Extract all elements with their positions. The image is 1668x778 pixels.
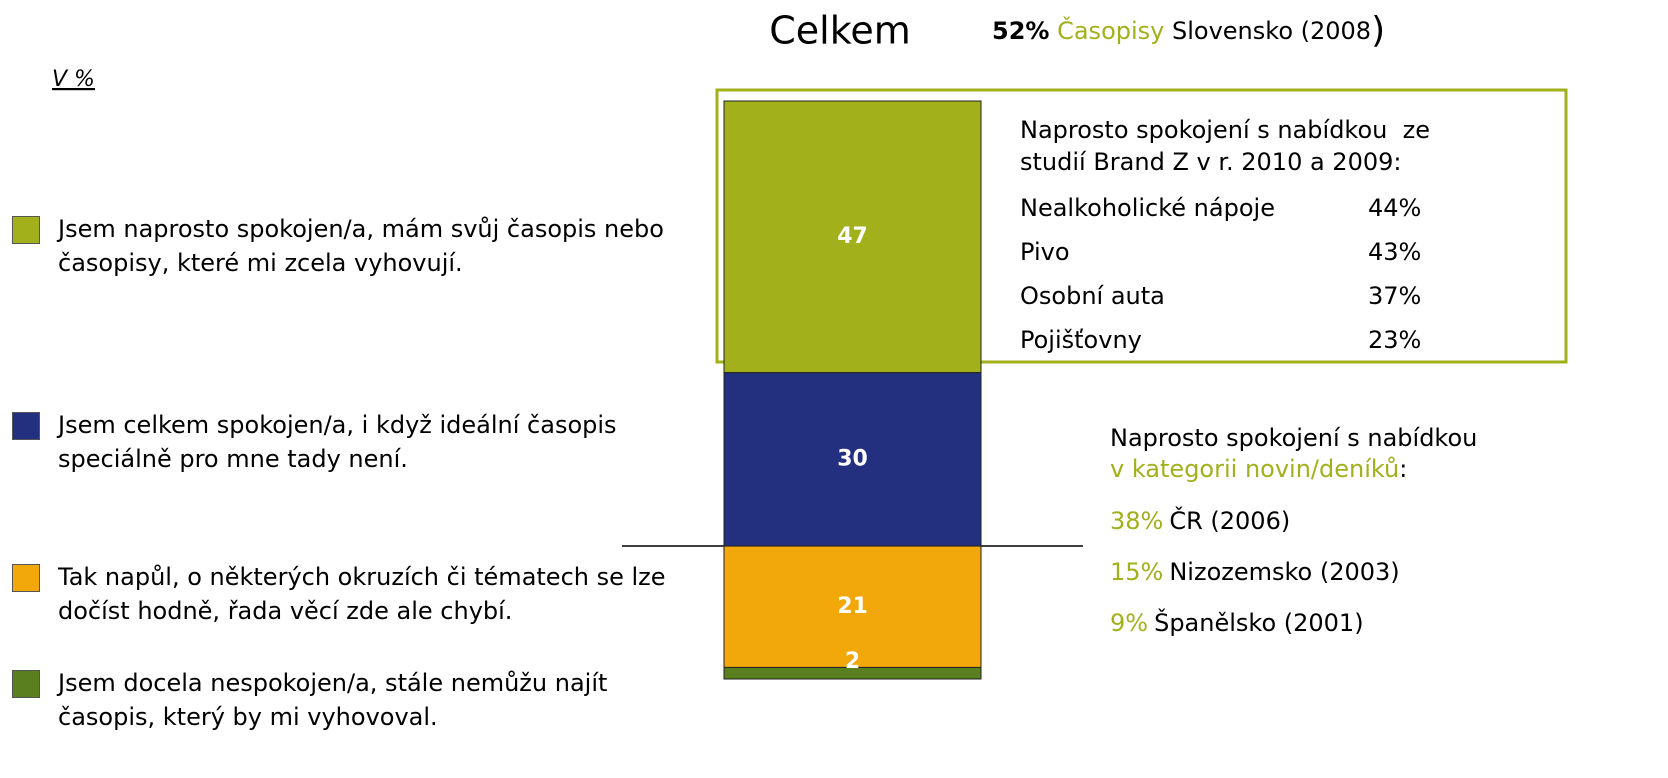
box-heading: studií Brand Z v r. 2010 a 2009: xyxy=(1020,148,1401,176)
news-row-value: 38% xyxy=(1110,507,1163,535)
box-row-label: Nealkoholické nápoje xyxy=(1020,194,1275,222)
news-note: Naprosto spokojení s nabídkou v kategorii… xyxy=(1110,424,1477,637)
news-row-value: 9% xyxy=(1110,609,1148,637)
bar-segment xyxy=(723,666,982,680)
data-label: 30 xyxy=(837,446,868,471)
box-row-value: 37% xyxy=(1368,282,1421,310)
legend-label: Tak napůl, o některých okruzích či témat… xyxy=(58,563,666,625)
top-note-country: Slovensko (2008 xyxy=(1172,17,1371,45)
news-heading: Naprosto spokojení s nabídkou xyxy=(1110,424,1477,452)
news-row: 9% Španělsko (2001) xyxy=(1110,607,1364,637)
legend-label: Jsem docela nespokojen/a, stále nemůžu n… xyxy=(58,669,608,731)
top-note-paren: ) xyxy=(1371,10,1385,51)
news-row-value: 15% xyxy=(1110,558,1163,586)
top-note: 52% Časopisy Slovensko (2008) xyxy=(992,10,1385,51)
box-row-label: Pivo xyxy=(1020,238,1070,266)
box-note: Naprosto spokojení s nabídkou ze studií B… xyxy=(1020,116,1430,354)
data-label: 47 xyxy=(837,224,868,249)
legend-label: Jsem celkem spokojen/a, i když ideální č… xyxy=(58,411,617,473)
top-note-media: Časopisy xyxy=(1057,15,1164,45)
legend-swatch xyxy=(12,216,40,244)
box-row-value: 44% xyxy=(1368,194,1421,222)
box-row-label: Osobní auta xyxy=(1020,282,1165,310)
legend-label: Jsem naprosto spokojen/a, mám svůj časop… xyxy=(58,215,664,277)
news-heading-colon: : xyxy=(1399,455,1407,483)
unit-label: V % xyxy=(52,67,95,92)
news-heading: v kategorii novin/deníků: xyxy=(1110,455,1407,483)
news-row-label: ČR (2006) xyxy=(1169,505,1290,535)
data-label: 2 xyxy=(845,649,860,674)
news-row-label: Španělsko (2001) xyxy=(1154,607,1363,637)
chart-title: Celkem xyxy=(769,9,911,53)
bar-segment xyxy=(723,372,982,547)
data-label: 21 xyxy=(837,594,868,619)
box-row-value: 43% xyxy=(1368,238,1421,266)
news-row: 15% Nizozemsko (2003) xyxy=(1110,558,1400,586)
box-row-value: 23% xyxy=(1368,326,1421,354)
news-heading-accent: v kategorii novin/deníků xyxy=(1110,455,1399,483)
box-row-label: Pojišťovny xyxy=(1020,326,1142,354)
news-row: 38% ČR (2006) xyxy=(1110,505,1290,535)
top-note-value: 52% xyxy=(992,17,1049,45)
legend-swatch xyxy=(12,670,40,698)
bar-segment xyxy=(723,545,982,668)
legend-swatch xyxy=(12,412,40,440)
note-box xyxy=(715,88,1568,364)
legend-swatch xyxy=(12,564,40,592)
box-heading: Naprosto spokojení s nabídkou ze xyxy=(1020,116,1430,144)
news-row-label: Nizozemsko (2003) xyxy=(1169,558,1399,586)
bar-segment xyxy=(723,100,982,374)
